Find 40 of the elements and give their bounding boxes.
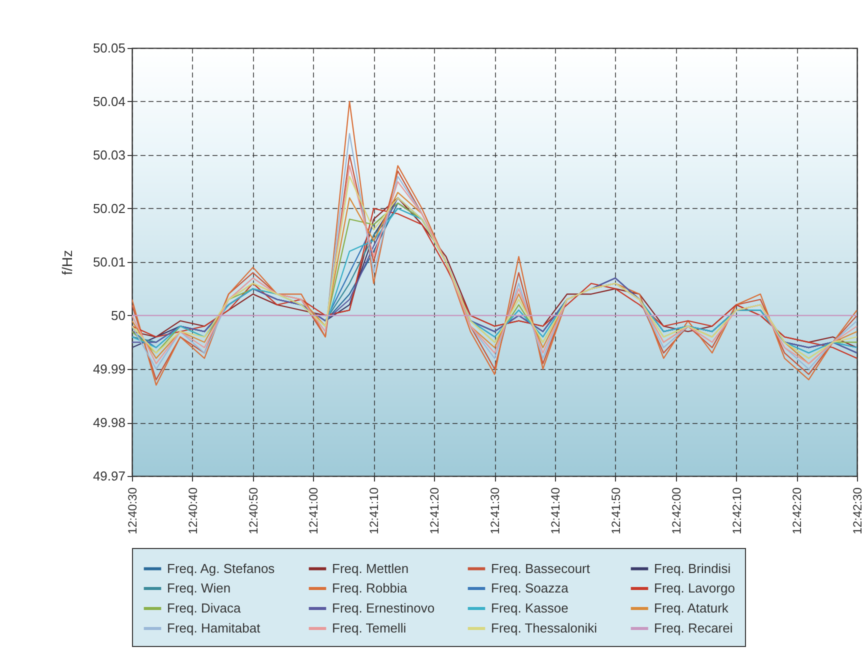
y-tick-label: 50: [111, 308, 126, 323]
y-tick-label: 49.98: [92, 415, 126, 430]
y-tick-label: 50.02: [92, 201, 126, 216]
legend-label: Freq. Brindisi: [654, 560, 731, 576]
legend-label: Freq. Ernestinovo: [332, 600, 435, 616]
legend-label: Freq. Hamitabat: [167, 620, 261, 636]
x-tick-label: 12:41:50: [608, 487, 623, 534]
legend-label: Freq. Temelli: [332, 620, 406, 636]
legend-label: Freq. Divaca: [167, 600, 242, 616]
legend-label: Freq. Bassecourt: [491, 560, 590, 576]
x-tick-label: 12:41:20: [428, 487, 442, 534]
y-tick-label: 50.03: [92, 148, 126, 162]
legend-label: Freq. Mettlen: [332, 560, 409, 576]
line-series: [132, 100, 857, 386]
legend-label: Freq. Kassoe: [491, 600, 568, 616]
x-tick-label: 12:40:50: [246, 487, 260, 534]
y-tick-label: 49.97: [92, 468, 126, 484]
legend-label: Freq. Soazza: [491, 580, 570, 596]
legend-label: Freq. Robbia: [332, 580, 408, 596]
y-axis-title: f/Hz: [58, 250, 75, 275]
legend-label: Freq. Lavorgo: [654, 580, 735, 596]
x-tick-label: 12:42:10: [730, 487, 744, 534]
x-tick-label: 12:41:30: [488, 487, 502, 534]
y-tick-label: 50.05: [92, 40, 126, 56]
x-tick-label: 12:40:40: [186, 487, 200, 534]
x-tick-label: 12:42:00: [669, 487, 684, 534]
x-tick-label: 12:40:30: [126, 487, 140, 534]
x-tick-label: 12:42:30: [850, 487, 863, 534]
x-tick-label: 12:41:10: [367, 487, 382, 534]
legend-label: Freq. Ag. Stefanos: [167, 560, 276, 576]
x-tick-label: 12:41:40: [548, 487, 562, 534]
y-tick-label: 49.99: [92, 362, 126, 376]
y-tick-label: 50.04: [92, 94, 126, 109]
legend-label: Freq. Ataturk: [654, 600, 729, 616]
x-tick-label: 12:41:00: [306, 487, 321, 534]
legend-label: Freq. Wien: [167, 580, 231, 596]
legend-label: Freq. Recarei: [654, 620, 733, 636]
y-tick-label: 50.01: [92, 254, 126, 270]
x-tick-label: 12:42:20: [790, 487, 804, 534]
legend-label: Freq. Thessaloniki: [491, 620, 598, 636]
